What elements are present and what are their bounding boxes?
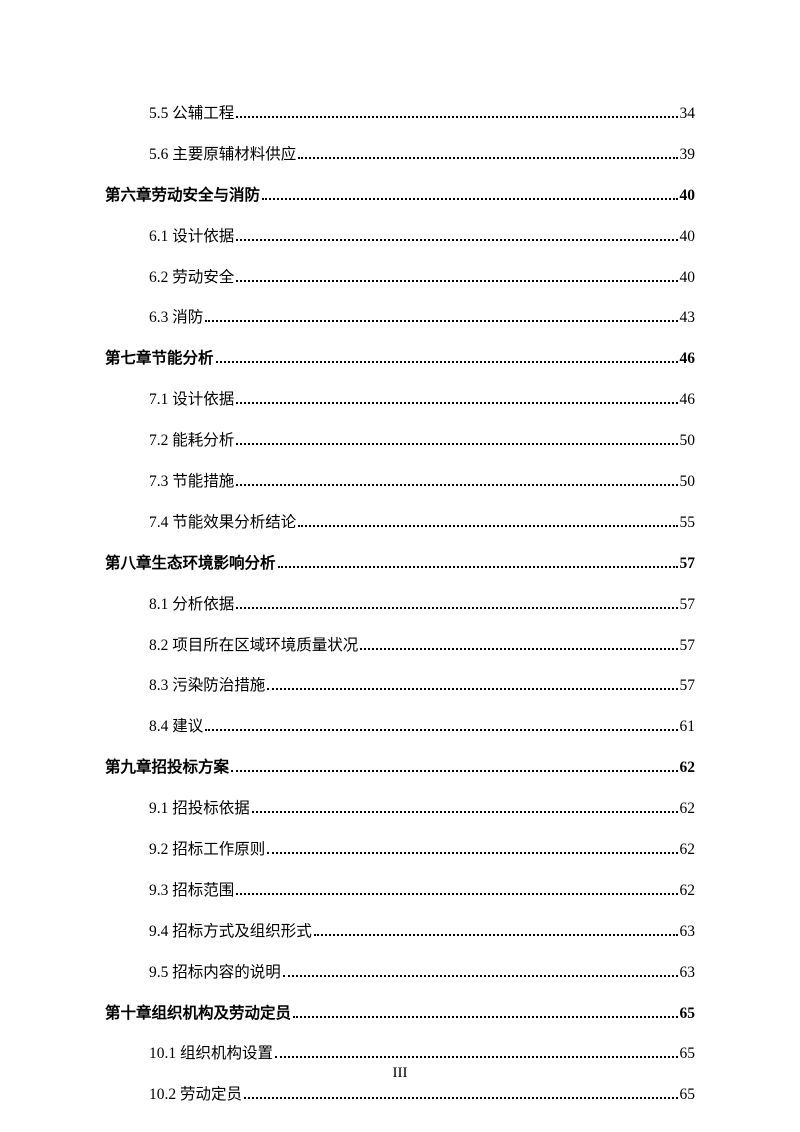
toc-entry: 6.1 设计依据 40 bbox=[149, 223, 695, 251]
toc-entry-title: 9.4 招标方式及组织形式 bbox=[149, 918, 312, 946]
toc-leader-dots bbox=[231, 770, 677, 772]
toc-leader-dots bbox=[298, 157, 677, 159]
toc-entry-page: 65 bbox=[680, 1000, 696, 1028]
toc-entry-page: 62 bbox=[680, 754, 696, 782]
toc-entry-title: 9.5 招标内容的说明 bbox=[149, 959, 281, 987]
toc-entry: 7.2 能耗分析 50 bbox=[149, 427, 695, 455]
toc-entry-page: 63 bbox=[680, 959, 696, 987]
toc-leader-dots bbox=[236, 280, 677, 282]
toc-entry: 7.1 设计依据 46 bbox=[149, 386, 695, 414]
toc-entry-title: 第十章组织机构及劳动定员 bbox=[105, 1000, 291, 1028]
toc-entry-page: 57 bbox=[680, 550, 696, 578]
toc-entry: 9.5 招标内容的说明 63 bbox=[149, 959, 695, 987]
toc-entry: 6.3 消防 43 bbox=[149, 304, 695, 332]
toc-leader-dots bbox=[236, 484, 677, 486]
toc-entry-title: 9.2 招标工作原则 bbox=[149, 836, 265, 864]
toc-entry-title: 5.5 公辅工程 bbox=[149, 100, 234, 128]
toc-entry-page: 40 bbox=[680, 223, 696, 251]
toc-entry: 8.1 分析依据 57 bbox=[149, 591, 695, 619]
toc-leader-dots bbox=[216, 361, 678, 363]
toc-entry-page: 65 bbox=[680, 1081, 696, 1109]
toc-entry-page: 57 bbox=[680, 632, 696, 660]
toc-entry: 8.3 污染防治措施 57 bbox=[149, 672, 695, 700]
toc-entry-page: 39 bbox=[680, 141, 696, 169]
toc-entry-title: 第八章生态环境影响分析 bbox=[105, 550, 276, 578]
toc-entry-title: 8.2 项目所在区域环境质量状况 bbox=[149, 632, 358, 660]
toc-leader-dots bbox=[236, 239, 677, 241]
toc-entry-title: 6.1 设计依据 bbox=[149, 223, 234, 251]
toc-leader-dots bbox=[360, 648, 677, 650]
toc-leader-dots bbox=[314, 934, 678, 936]
toc-entry-page: 57 bbox=[680, 591, 696, 619]
toc-entry-page: 57 bbox=[680, 672, 696, 700]
toc-entry-title: 8.4 建议 bbox=[149, 713, 203, 741]
toc-entry-page: 40 bbox=[680, 264, 696, 292]
toc-entry-page: 62 bbox=[680, 795, 696, 823]
toc-leader-dots bbox=[205, 320, 677, 322]
toc-entry: 6.2 劳动安全 40 bbox=[149, 264, 695, 292]
toc-entry-page: 40 bbox=[680, 182, 696, 210]
toc-entry-title: 9.1 招投标依据 bbox=[149, 795, 250, 823]
toc-leader-dots bbox=[236, 607, 677, 609]
toc-entry-page: 46 bbox=[680, 345, 696, 373]
toc-leader-dots bbox=[278, 566, 678, 568]
toc-leader-dots bbox=[236, 443, 677, 445]
toc-entry: 9.2 招标工作原则 62 bbox=[149, 836, 695, 864]
toc-leader-dots bbox=[275, 1056, 677, 1058]
toc-entry-page: 50 bbox=[680, 427, 696, 455]
toc-entry-title: 9.3 招标范围 bbox=[149, 877, 234, 905]
toc-entry-title: 10.2 劳动定员 bbox=[149, 1081, 242, 1109]
toc-entry-title: 7.4 节能效果分析结论 bbox=[149, 509, 296, 537]
toc-entry-page: 43 bbox=[680, 304, 696, 332]
page-number: III bbox=[0, 1065, 800, 1082]
toc-entry: 第七章节能分析 46 bbox=[105, 345, 695, 373]
toc-entry-title: 6.3 消防 bbox=[149, 304, 203, 332]
toc-entry-title: 5.6 主要原辅材料供应 bbox=[149, 141, 296, 169]
toc-entry: 第九章招投标方案 62 bbox=[105, 754, 695, 782]
toc-leader-dots bbox=[262, 198, 677, 200]
toc-entry: 7.3 节能措施 50 bbox=[149, 468, 695, 496]
toc-entry-title: 7.3 节能措施 bbox=[149, 468, 234, 496]
toc-entry-page: 63 bbox=[680, 918, 696, 946]
toc-entry: 第六章劳动安全与消防 40 bbox=[105, 182, 695, 210]
toc-entry: 5.6 主要原辅材料供应 39 bbox=[149, 141, 695, 169]
toc-leader-dots bbox=[283, 975, 678, 977]
toc-entry-title: 第七章节能分析 bbox=[105, 345, 214, 373]
toc-entry: 8.2 项目所在区域环境质量状况 57 bbox=[149, 632, 695, 660]
toc-leader-dots bbox=[252, 811, 678, 813]
toc-leader-dots bbox=[205, 729, 677, 731]
toc-entry: 第十章组织机构及劳动定员 65 bbox=[105, 1000, 695, 1028]
toc-entry-page: 55 bbox=[680, 509, 696, 537]
toc-entry-title: 8.1 分析依据 bbox=[149, 591, 234, 619]
toc-entry-title: 第六章劳动安全与消防 bbox=[105, 182, 260, 210]
toc-entry-page: 34 bbox=[680, 100, 696, 128]
toc-entry: 5.5 公辅工程 34 bbox=[149, 100, 695, 128]
toc-entry-page: 62 bbox=[680, 877, 696, 905]
toc-entry-page: 46 bbox=[680, 386, 696, 414]
toc-entry-page: 62 bbox=[680, 836, 696, 864]
toc-entry: 9.3 招标范围 62 bbox=[149, 877, 695, 905]
table-of-contents: 5.5 公辅工程 345.6 主要原辅材料供应 39第六章劳动安全与消防 406… bbox=[105, 100, 695, 1109]
toc-entry-title: 第九章招投标方案 bbox=[105, 754, 229, 782]
toc-entry: 7.4 节能效果分析结论 55 bbox=[149, 509, 695, 537]
toc-entry-title: 8.3 污染防治措施 bbox=[149, 672, 265, 700]
toc-entry: 10.2 劳动定员 65 bbox=[149, 1081, 695, 1109]
toc-leader-dots bbox=[236, 402, 677, 404]
toc-leader-dots bbox=[267, 852, 677, 854]
toc-leader-dots bbox=[298, 525, 677, 527]
toc-entry-page: 50 bbox=[680, 468, 696, 496]
toc-leader-dots bbox=[293, 1016, 677, 1018]
toc-leader-dots bbox=[236, 893, 677, 895]
toc-entry: 第八章生态环境影响分析 57 bbox=[105, 550, 695, 578]
toc-entry: 8.4 建议 61 bbox=[149, 713, 695, 741]
toc-leader-dots bbox=[236, 116, 677, 118]
toc-entry: 9.1 招投标依据 62 bbox=[149, 795, 695, 823]
toc-entry-title: 6.2 劳动安全 bbox=[149, 264, 234, 292]
toc-entry-title: 7.2 能耗分析 bbox=[149, 427, 234, 455]
toc-leader-dots bbox=[244, 1097, 677, 1099]
toc-entry-title: 7.1 设计依据 bbox=[149, 386, 234, 414]
toc-entry: 9.4 招标方式及组织形式 63 bbox=[149, 918, 695, 946]
toc-leader-dots bbox=[267, 688, 677, 690]
toc-entry-page: 61 bbox=[680, 713, 696, 741]
